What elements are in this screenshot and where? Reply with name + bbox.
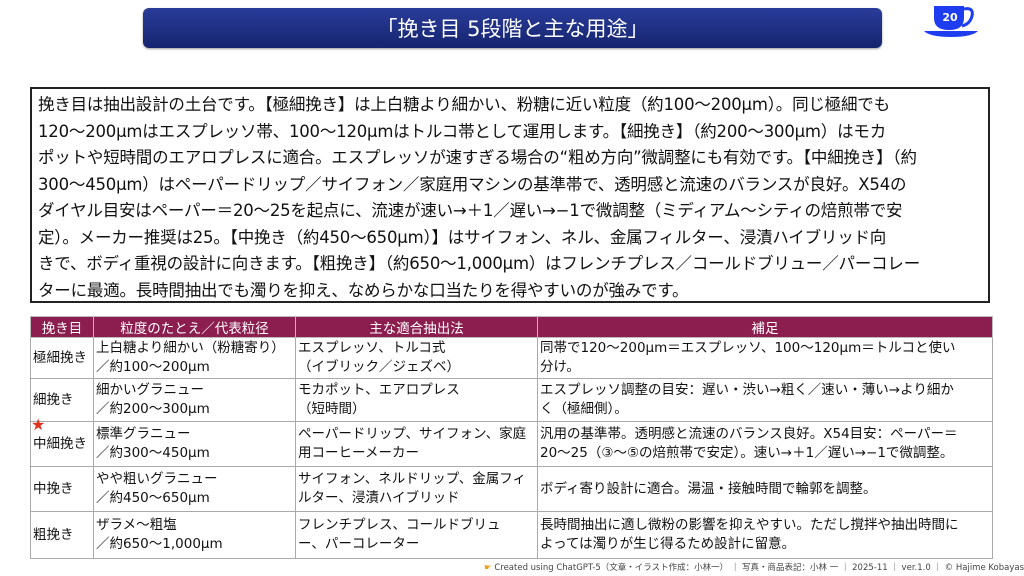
slide-title: 「挽き目 5段階と主な用途」 <box>143 8 882 48</box>
note-cell: 同帯で120〜200μm＝エスプレッソ、100〜120μm＝トルコと使い 分け。 <box>537 337 993 379</box>
method-line: ルター、浸漬ハイブリッド <box>298 490 460 506</box>
note-cell: エスプレッソ調整の目安：遅い・渋い→粗く／速い・薄い→より細か く（極細側）。 <box>537 378 993 422</box>
paragraph-line: 挽き目は抽出設計の土台です。【極細挽き】は上白糖より細かい、粉糖に近い粒度（約1… <box>38 95 890 114</box>
method-line: フレンチプレス、コールドブリュ <box>298 517 501 533</box>
method-line: ペーパードリップ、サイフォン、家庭 <box>298 426 527 442</box>
method-cell: ペーパードリップ、サイフォン、家庭 用コーヒーメーカー <box>295 421 538 467</box>
method-line: 用コーヒーメーカー <box>298 445 419 461</box>
method-line: サイフォン、ネルドリップ、金属フィ <box>298 471 527 487</box>
method-line: （イブリック／ジェズベ） <box>298 359 460 375</box>
paragraph-line: ポットや短時間のエアロプレスに適合。エスプレッソが速すぎる場合の“粗め方向”微調… <box>38 148 917 167</box>
method-line: （短時間） <box>298 401 366 417</box>
method-line: エスプレッソ、トルコ式 <box>298 340 446 356</box>
note-cell: 長時間抽出に適し微粉の影響を抑えやすい。ただし撹拌や抽出時間に よっては濁りが生じ… <box>537 511 993 559</box>
table-row: 細挽き 細かいグラニュー ／約200〜300μm モカポット、エアロプレス （短時間）エ… <box>30 378 993 422</box>
intro-paragraph: 挽き目は抽出設計の土台です。【極細挽き】は上白糖より細かい、粉糖に近い粒度（約1… <box>30 87 990 303</box>
size-cell: 上白糖より細かい（粉糖寄り） ／約100〜200μm <box>93 337 296 379</box>
paragraph-line: ダイヤル目安はペーパー＝20〜25を起点に、流速が速い→＋1／遅い→−1で微調整… <box>38 201 903 220</box>
footer-credit: ☛ Created using ChatGPT-5（文章・イラスト作成：小林一）… <box>484 561 1024 573</box>
method-cell: サイフォン、ネルドリップ、金属フィ ルター、浸漬ハイブリッド <box>295 466 538 512</box>
method-line: ー、パーコレーター <box>298 536 420 552</box>
grind-cell: 粗挽き <box>30 511 94 559</box>
header-size: 粒度のたとえ／代表粒径 <box>93 316 296 338</box>
paragraph-line: 定）。メーカー推奨は25。【中挽き（約450〜650μm）】はサイフォン、ネル、… <box>38 227 887 247</box>
size-cell: 標準グラニュー ／約300〜450μm <box>93 421 296 467</box>
paragraph-line: 300〜450μm）はペーパードリップ／サイフォン／家庭用マシンの基準帯で、透明… <box>38 174 907 194</box>
size-line: 細かいグラニュー <box>96 382 204 398</box>
table-row: 中細挽き 標準グラニュー ／約300〜450μm ペーパードリップ、サイフォン、家庭用… <box>30 421 993 467</box>
coffee-cup-icon <box>924 6 978 37</box>
method-cell: エスプレッソ、トルコ式 （イブリック／ジェズベ） <box>295 337 538 379</box>
note-line: 同帯で120〜200μm＝エスプレッソ、100〜120μm＝トルコと使い <box>540 340 956 356</box>
note-line: 長時間抽出に適し微粉の影響を抑えやすい。ただし撹拌や抽出時間に <box>540 517 959 533</box>
paragraph-line: ターに最適。長時間抽出でも濁りを抑え、なめらかな口当たりを得やすいのが強みです。 <box>38 280 689 300</box>
size-cell: やや粗いグラニュー ／約450〜650μm <box>93 466 296 512</box>
note-line: ボディ寄り設計に適合。湯温・接触時間で輪郭を調整。 <box>540 480 877 497</box>
note-line: エスプレッソ調整の目安：遅い・渋い→粗く／速い・薄い→より細か <box>540 382 954 398</box>
note-cell: 汎用の基準帯。透明感と流速のバランス良好。X54目安：ペーパー＝ 20〜25（③〜… <box>537 421 993 467</box>
size-line: ／約450〜650μm <box>96 490 210 506</box>
note-line: よっては濁りが生じ得るため設計に留意。 <box>540 536 796 552</box>
star-icon: ★ <box>31 415 46 434</box>
table-row: 粗挽き ザラメ〜粗塩 ／約650〜1,000μm フレンチプレス、コールドブリュ ー、パ… <box>30 511 993 559</box>
size-line: ／約650〜1,000μm <box>96 536 223 552</box>
header-grind: 挽き目 <box>30 316 94 338</box>
size-line: ／約300〜450μm <box>96 445 210 461</box>
table-header-row: 挽き目 粒度のたとえ／代表粒径 主な適合抽出法 補足 <box>30 316 993 338</box>
size-line: 上白糖より細かい（粉糖寄り） <box>96 340 285 356</box>
note-line: く（極細側）。 <box>540 401 628 417</box>
page-number: 20 <box>942 11 958 24</box>
grind-cell: 極細挽き <box>30 337 94 379</box>
header-method: 主な適合抽出法 <box>295 316 538 338</box>
table-row: 極細挽き 上白糖より細かい（粉糖寄り） ／約100〜200μm エスプレッソ、トルコ式… <box>30 337 993 379</box>
size-line: 標準グラニュー <box>96 426 191 442</box>
note-cell: ボディ寄り設計に適合。湯温・接触時間で輪郭を調整。 <box>537 466 993 512</box>
grind-table: 挽き目 粒度のたとえ／代表粒径 主な適合抽出法 補足 極細挽き 上白糖より細かい（… <box>30 316 993 559</box>
footer-text: Created using ChatGPT-5（文章・イラスト作成：小林一） ｜… <box>494 563 1024 573</box>
note-line: 20〜25（③〜⑤の焙煎帯で安定）。速い→＋1／遅い→−1で微調整。 <box>540 445 954 461</box>
paragraph-line: きで、ボディ重視の設計に向きます。【粗挽き】（約650〜1,000μm）はフレン… <box>38 254 921 273</box>
method-cell: フレンチプレス、コールドブリュ ー、パーコレーター <box>295 511 538 559</box>
method-line: モカポット、エアロプレス <box>298 382 460 398</box>
method-cell: モカポット、エアロプレス （短時間） <box>295 378 538 422</box>
grind-cell: 中挽き <box>30 466 94 512</box>
pointing-hand-icon: ☛ <box>484 563 492 573</box>
size-line: ザラメ〜粗塩 <box>96 517 177 533</box>
paragraph-line: 120〜200μmはエスプレッソ帯、100〜120μmはトルコ帯として運用します… <box>38 121 886 141</box>
size-cell: ザラメ〜粗塩 ／約650〜1,000μm <box>93 511 296 559</box>
header-note: 補足 <box>537 316 993 338</box>
size-line: やや粗いグラニュー <box>96 471 218 487</box>
size-line: ／約200〜300μm <box>96 401 210 417</box>
size-cell: 細かいグラニュー ／約200〜300μm <box>93 378 296 422</box>
note-line: 分け。 <box>540 359 580 375</box>
table-row: 中挽き やや粗いグラニュー ／約450〜650μm サイフォン、ネルドリップ、金属フィ… <box>30 466 993 512</box>
size-line: ／約100〜200μm <box>96 359 210 375</box>
note-line: 汎用の基準帯。透明感と流速のバランス良好。X54目安：ペーパー＝ <box>540 426 958 442</box>
